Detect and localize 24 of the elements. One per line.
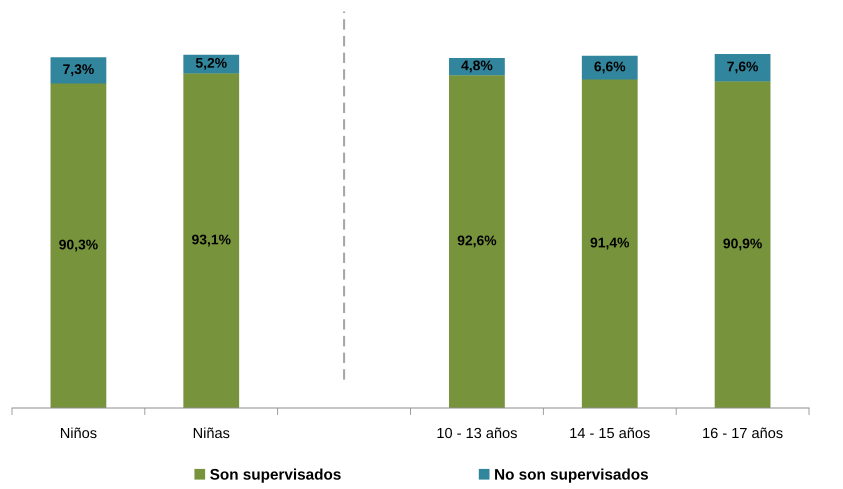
x-tick-label: 10 - 13 años [437,428,517,438]
legend-label: Son supervisados [210,468,341,483]
bar [50,57,106,84]
bar [714,81,770,408]
x-tick-label: Niñas [194,427,230,438]
x-tick-label: 16 - 17 años [703,428,783,438]
data-label: 6,6% [594,62,626,74]
x-tick-label: Niños [60,427,97,438]
data-label: 90,3% [59,240,98,252]
x-tick-label: 14 - 15 años [570,428,650,438]
bar [183,73,240,408]
legend-label: No son supervisados [495,468,648,483]
data-label: 92,6% [458,235,496,248]
data-label: 93,1% [192,234,231,246]
data-label: 7,3% [63,64,94,76]
data-label: 7,6% [727,62,758,74]
data-label: 91,4% [590,238,630,250]
bar [582,80,638,408]
data-label: 4,8% [461,60,492,72]
data-label: 5,2% [196,58,227,70]
bar [449,75,505,408]
bar [714,54,770,82]
bar [50,83,106,408]
data-label: 90,9% [723,238,762,250]
